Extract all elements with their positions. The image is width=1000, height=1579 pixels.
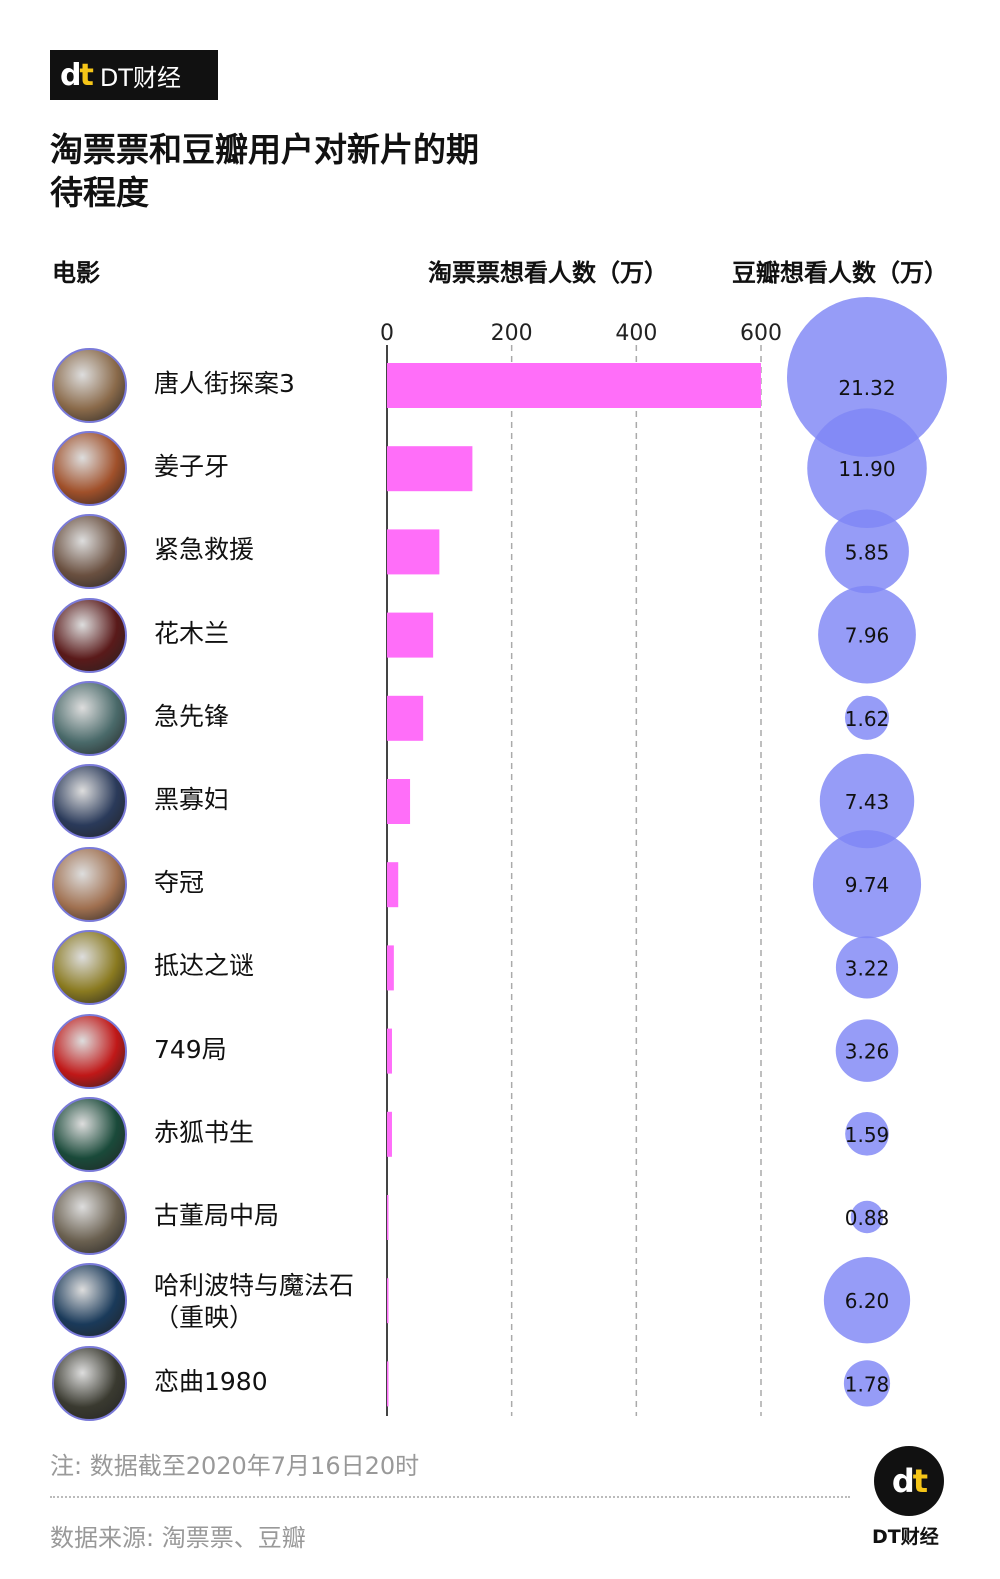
bubble-value-label: 6.20 [845, 1289, 890, 1313]
movie-label: 紧急救援 [154, 535, 255, 565]
bubble [835, 936, 899, 999]
bubble-value-label: 7.43 [845, 790, 890, 814]
douban-header: 豆瓣想看人数（万） [732, 259, 948, 287]
footer-brand: DT财经 [872, 1526, 939, 1548]
movie-label: 唐人街探案3 [154, 369, 295, 398]
movie-label: 夺冠 [154, 868, 205, 898]
bar [387, 1195, 389, 1240]
bubble [807, 408, 927, 528]
movie-poster-avatar [52, 348, 127, 423]
movie-poster-avatar [52, 847, 127, 923]
chart: 0 200 400 600 21.32 11.90 5.85 7.96 1.62 7.43 9.74… [380, 297, 947, 1416]
movie-label: 抵达之谜 [154, 951, 255, 981]
movie-label: 古董局中局 [154, 1201, 280, 1230]
x-tick-label: 200 [491, 321, 533, 346]
bubble [850, 1200, 884, 1234]
movie-poster-avatar [52, 1096, 127, 1172]
bar [387, 446, 473, 492]
bar [387, 1111, 392, 1157]
x-tick-label: 400 [615, 321, 657, 346]
chart-title: 淘票票和豆瓣用户对新片的期待程度 [50, 130, 479, 212]
movie-label: 急先锋 [154, 701, 230, 731]
bubble [787, 297, 947, 457]
bar [387, 612, 434, 658]
brand-name: DT财经 [99, 63, 181, 92]
bubble-value-label: 5.85 [845, 540, 890, 564]
bubble [825, 509, 909, 594]
x-tick-label: 600 [740, 321, 782, 346]
divider [50, 1496, 850, 1498]
bar [387, 779, 411, 824]
brand-mark: dt [60, 57, 94, 93]
bubble-value-label: 3.22 [845, 956, 890, 980]
bubble [819, 753, 915, 849]
bubble [845, 1111, 889, 1156]
movie-poster-avatar [52, 1346, 127, 1422]
bubble [844, 695, 890, 740]
movie-poster-avatar [52, 930, 127, 1006]
movie-poster-avatar [52, 514, 127, 590]
bar [387, 1278, 389, 1324]
movie-poster-avatar [52, 680, 127, 756]
bubble-value-label: 9.74 [845, 873, 890, 897]
bubble [823, 1257, 911, 1344]
movie-poster-avatar [52, 597, 127, 673]
movie-label: 黑寡妇 [154, 785, 230, 814]
bubble-value-label: 3.26 [845, 1040, 890, 1064]
bar [387, 945, 394, 991]
movie-header: 电影 [52, 259, 100, 287]
movie-label: 恋曲1980 [154, 1367, 268, 1397]
bubble [843, 1360, 891, 1407]
movie-poster-avatar [52, 1263, 127, 1339]
bar [387, 363, 761, 408]
movie-poster-avatar [52, 764, 127, 839]
source-note: 数据来源: 淘票票、豆瓣 [50, 1524, 306, 1552]
x-tick-label: 0 [380, 321, 394, 346]
movie-poster-avatar [52, 431, 127, 507]
movie-poster-avatar [52, 1180, 127, 1255]
bubble-value-label: 1.62 [845, 707, 890, 731]
bubble-value-label: 7.96 [845, 624, 890, 648]
bubble [835, 1019, 899, 1082]
bubble-value-label: 1.59 [845, 1123, 890, 1147]
movie-label: 赤狐书生 [154, 1117, 255, 1147]
movie-label: 749局 [154, 1034, 227, 1064]
footnote: 注: 数据截至2020年7月16日20时 [50, 1452, 420, 1480]
bubble-value-label: 11.90 [838, 457, 895, 481]
bubble-value-label: 1.78 [845, 1372, 890, 1396]
bubble-value-label: 21.32 [838, 376, 895, 400]
taopiaopiao-header: 淘票票想看人数（万） [428, 259, 668, 287]
bar [387, 695, 424, 741]
bubble-value-label: 0.88 [845, 1206, 890, 1230]
bar [387, 1361, 389, 1407]
movie-poster-avatar [52, 1013, 127, 1089]
movie-label: 花木兰 [154, 618, 230, 648]
brand-logo: dt DT财经 [50, 50, 218, 100]
bar [387, 862, 399, 908]
bar [387, 529, 440, 575]
bar [387, 1028, 392, 1074]
bubble [818, 585, 916, 684]
movie-label: 姜子牙 [154, 452, 230, 482]
bubble [812, 830, 922, 939]
movie-label: 哈利波特与魔法石（重映） [154, 1271, 355, 1333]
